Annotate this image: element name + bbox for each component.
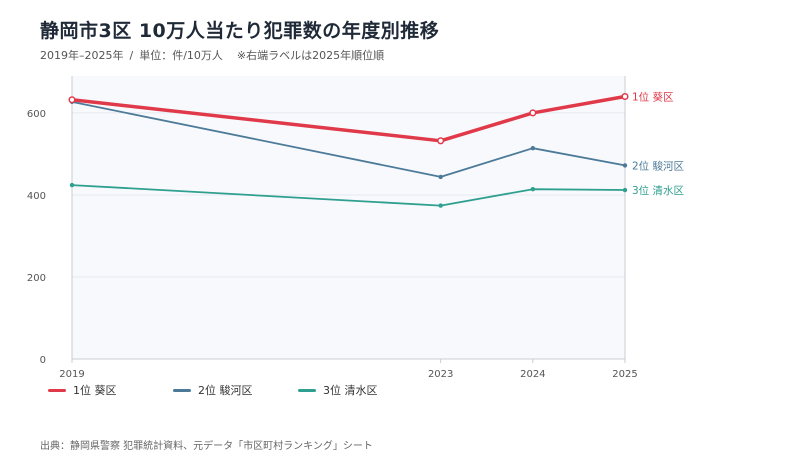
x-tick-label: 2025 xyxy=(612,369,637,380)
plot-area xyxy=(72,76,625,359)
data-point xyxy=(438,174,443,180)
legend-item: 1位 葵区 xyxy=(48,382,173,398)
legend: 1位 葵区 2位 駿河区 3位 清水区 xyxy=(48,382,423,398)
x-tick-label: 2024 xyxy=(520,369,545,380)
series-line xyxy=(70,94,627,143)
legend-item: 2位 駿河区 xyxy=(173,382,298,398)
data-point xyxy=(530,145,536,151)
end-labels: 1位 葵区 2位 駿河区 3位 清水区 xyxy=(632,91,684,198)
data-point xyxy=(68,96,76,104)
legend-label: 1位 葵区 xyxy=(73,384,117,397)
data-point xyxy=(622,187,628,193)
y-tick-labels: 0 200 400 600 xyxy=(27,109,46,366)
series-end-label: 3位 清水区 xyxy=(632,184,684,197)
chart-title: 静岡市3区 10万人当たり犯罪数の年度別推移 xyxy=(40,20,440,42)
y-tick-label: 0 xyxy=(40,355,46,366)
series-lines xyxy=(68,92,629,208)
data-point xyxy=(621,92,629,101)
series-line xyxy=(71,184,626,207)
x-tick-label: 2019 xyxy=(59,369,84,380)
data-point xyxy=(622,163,628,168)
series-line xyxy=(71,100,626,178)
data-point xyxy=(529,109,537,117)
x-tick-labels: 2019 2023 2024 2025 xyxy=(59,359,638,380)
y-tick-label: 400 xyxy=(27,191,46,202)
subtitle-unit: 単位：件/10万人 xyxy=(139,49,223,62)
legend-label: 2位 駿河区 xyxy=(198,384,253,397)
subtitle-separator: / xyxy=(129,49,134,62)
legend-label: 3位 清水区 xyxy=(323,384,378,397)
data-point xyxy=(530,187,536,192)
data-point xyxy=(69,182,75,188)
series-end-label: 2位 駿河区 xyxy=(632,159,684,172)
source-note: 出典：静岡県警察 犯罪統計資料、元データ「市区町村ランキング」シート xyxy=(40,441,373,452)
legend-item: 3位 清水区 xyxy=(298,382,423,398)
y-tick-label: 200 xyxy=(27,273,46,284)
x-tick-label: 2023 xyxy=(428,369,453,380)
legend-swatch xyxy=(48,388,66,392)
legend-swatch xyxy=(173,388,191,392)
series-end-label: 1位 葵区 xyxy=(632,91,674,104)
legend-swatch xyxy=(298,388,316,392)
data-point xyxy=(437,137,445,145)
subtitle-period: 2019年–2025年 xyxy=(40,49,124,62)
chart-subtitle: 2019年–2025年 / 単位：件/10万人 ※右端ラベルは2025年順位順 xyxy=(40,47,384,63)
data-point xyxy=(438,203,443,208)
subtitle-note: ※右端ラベルは2025年順位順 xyxy=(236,49,385,62)
y-tick-label: 600 xyxy=(27,109,46,120)
